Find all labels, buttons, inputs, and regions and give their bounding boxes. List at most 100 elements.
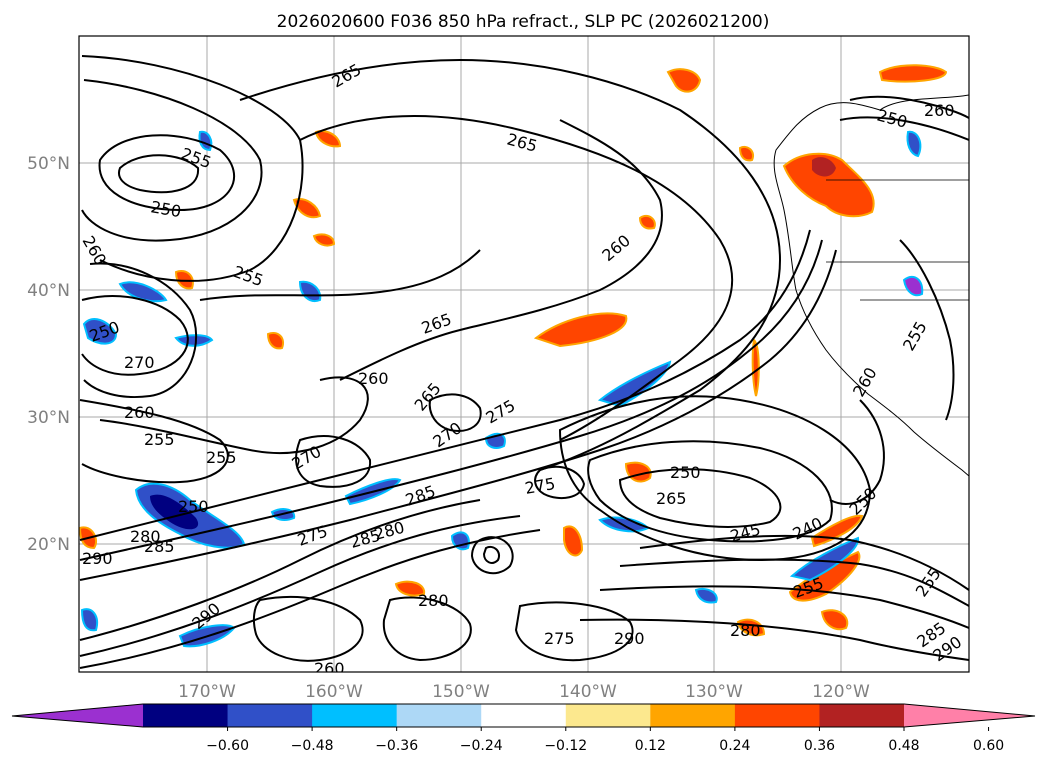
colorbar-tick-label: −0.36 (375, 738, 418, 754)
colorbar-outline (11, 703, 1036, 728)
fill-blob (394, 580, 426, 597)
contour-label: 265 (656, 489, 687, 508)
contour-line (118, 154, 200, 194)
colorbar-segment (650, 704, 736, 727)
contour-line (482, 546, 500, 564)
fill-blob (150, 494, 199, 530)
contour-line (839, 116, 969, 141)
contour-line (639, 534, 969, 591)
contour-line (99, 376, 369, 454)
fill-blob (80, 608, 98, 632)
contour-line (79, 229, 811, 541)
contour-line (599, 585, 969, 629)
fill-blob (694, 588, 718, 604)
contour-line (81, 295, 189, 376)
lat-label: 30°N (27, 408, 70, 428)
contour-line (83, 262, 198, 398)
colorbar-tick-label: −0.48 (291, 738, 334, 754)
map-frame (78, 35, 970, 673)
fill-blob (666, 68, 702, 93)
fill-blob (789, 536, 860, 582)
colorbar-segment (819, 704, 905, 727)
contour-label: 290 (82, 549, 113, 568)
contour-line (79, 249, 837, 581)
colorbar-ticks: −0.60 −0.48 −0.36 −0.24 −0.12 0.12 0.24 0.36 0.4… (206, 727, 1004, 754)
fill-blob (751, 337, 760, 397)
contour-line (428, 393, 482, 432)
fill-blob (314, 130, 342, 148)
fill-blob (638, 214, 656, 230)
contour-label: 290 (614, 629, 645, 648)
contour-label: 260 (924, 101, 955, 120)
lat-label: 40°N (27, 281, 70, 301)
fill-blob (533, 312, 628, 348)
colorbar-segment (143, 704, 229, 727)
fill-blob (82, 318, 118, 345)
contour-line (339, 119, 663, 381)
fill-blob (820, 609, 849, 631)
contour-line (299, 115, 734, 441)
fill-blob (738, 146, 754, 162)
contour-line (79, 515, 521, 657)
contour-line (199, 249, 481, 301)
lon-label: 170°W (178, 682, 236, 702)
fill-blob (906, 130, 922, 158)
contour-line (79, 529, 541, 669)
colorbar-segment (481, 704, 567, 727)
lon-label: 150°W (432, 682, 490, 702)
contour-line (79, 399, 229, 484)
colorbar-segment (734, 704, 820, 727)
latitude-labels: 50°N 40°N 30°N 20°N (27, 154, 70, 555)
colorbar-tick-label: −0.12 (544, 738, 587, 754)
colorbar-tick-label: −0.24 (460, 738, 503, 754)
lon-label: 160°W (305, 682, 363, 702)
contour-line (252, 595, 364, 662)
colorbar-tick-label: 0.60 (973, 738, 1004, 754)
fill-blob (292, 198, 322, 219)
contour-line (470, 536, 514, 575)
colorbar-segment (396, 704, 482, 727)
contour-line (618, 468, 782, 528)
contour-label: 260 (314, 659, 345, 678)
contour-line (79, 239, 823, 561)
contour-line (81, 79, 263, 242)
contour-line (98, 134, 236, 212)
fill-blob (563, 525, 584, 557)
lon-label: 120°W (812, 682, 870, 702)
colorbar-extend-min (12, 704, 143, 727)
fill-blob (812, 157, 836, 177)
contour-line (79, 499, 481, 641)
coastline (773, 94, 969, 477)
contour-label: 275 (544, 629, 575, 648)
contour-label: 250 (670, 463, 701, 482)
lat-label: 20°N (27, 535, 70, 555)
contour-line (514, 601, 634, 662)
longitude-labels: 170°W 160°W 150°W 140°W 130°W 120°W (178, 682, 870, 702)
fill-blob (118, 281, 168, 303)
state-borders (826, 179, 969, 301)
contour-line (81, 55, 304, 282)
contour-line (587, 440, 833, 543)
contour-label: 280 (130, 527, 161, 546)
contour-label: 255 (206, 448, 237, 467)
colorbar-extend-max (904, 704, 1035, 727)
fill-blob (312, 233, 336, 247)
map-panel: 265 255 250 260 265 255 250 270 260 265 … (27, 35, 970, 702)
contour-label: 280 (418, 591, 449, 610)
fill-blob (810, 514, 864, 548)
colorbar-tick-label: 0.36 (804, 738, 835, 754)
fill-blob (266, 332, 284, 350)
contour-label: 260 (358, 369, 389, 388)
lon-label: 130°W (685, 682, 743, 702)
contour-label: 255 (144, 430, 175, 449)
colorbar-segments (12, 704, 1035, 727)
contour-line (558, 395, 872, 562)
slp-contours (79, 55, 969, 669)
lon-label: 140°W (559, 682, 617, 702)
contour-line (382, 596, 472, 662)
contour-label: 260 (124, 403, 155, 422)
contour-line (829, 399, 885, 505)
contour-label: 270 (124, 353, 155, 372)
contour-label: 285 (144, 537, 175, 556)
